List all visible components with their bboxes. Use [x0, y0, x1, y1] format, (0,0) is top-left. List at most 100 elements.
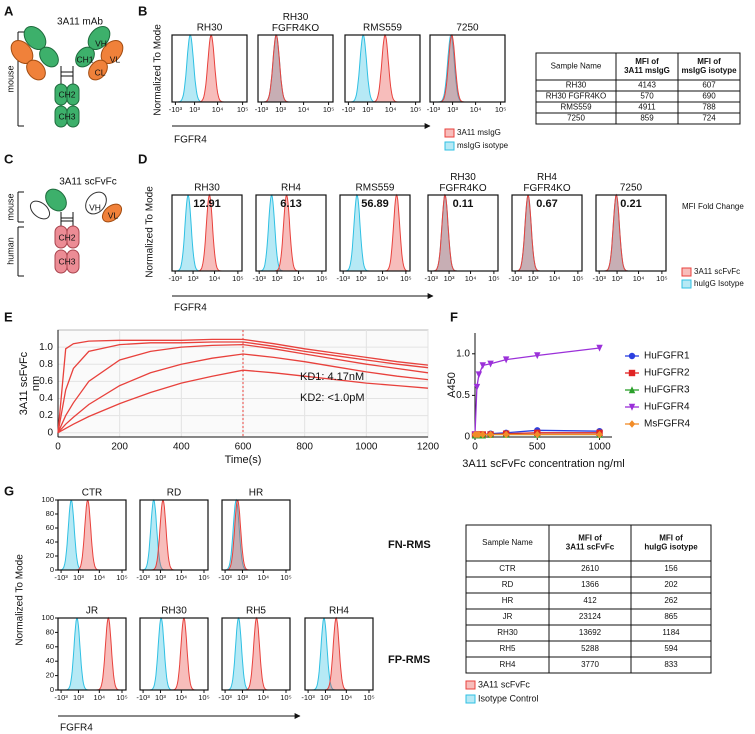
x-tick-label: 10³	[362, 105, 373, 114]
plot-title: 7250	[456, 23, 479, 34]
domain-label: CH3	[58, 256, 75, 266]
table-cell: 724	[702, 114, 716, 123]
marker	[475, 430, 483, 439]
panel-letter: C	[4, 151, 14, 166]
plot-frame	[171, 34, 248, 103]
x-tick-label: -10³	[169, 274, 183, 283]
histogram	[58, 616, 126, 691]
y-tick-label: 0	[50, 685, 54, 694]
x-tick-label: -10³	[253, 274, 267, 283]
x-tick-label: -10³	[301, 693, 315, 702]
x-tick-label: 10⁴	[258, 573, 270, 582]
x-tick-label: 10⁴	[209, 274, 221, 283]
marker	[502, 356, 510, 364]
series-line	[57, 353, 429, 434]
x-tick-label: -10³	[136, 573, 150, 582]
table-cell: 570	[640, 92, 654, 101]
x-tick-label: 10⁵	[410, 105, 421, 114]
y-axis-label: Normalized To Mode	[153, 24, 164, 116]
annotation: KD1: 4.17nM	[300, 371, 364, 383]
marker	[487, 430, 494, 439]
histogram	[430, 33, 505, 103]
x-tick-label: -10³	[255, 105, 269, 114]
domain	[66, 105, 80, 128]
fold-change: 56.89	[361, 198, 389, 210]
x-tick-label: 10³	[189, 105, 200, 114]
scfvfc-diagram: VH VL CH2 CH3 mouse human 3A11 scFvFc	[5, 177, 123, 277]
legend-swatch	[444, 128, 455, 138]
x-tick-label: 10³	[612, 274, 623, 283]
x-tick-label: -10³	[593, 274, 607, 283]
plot-title: RH4	[329, 606, 349, 617]
table-cell: 2610	[581, 564, 599, 573]
annotation: KD2: <1.0pM	[300, 392, 365, 404]
domain-label: CH2	[58, 232, 75, 242]
x-axis-label: FGFR4	[60, 723, 93, 734]
fold-label: MFI Fold Change	[682, 202, 744, 211]
y-tick-label: 100	[41, 613, 54, 622]
x-tick-label: 10³	[528, 274, 539, 283]
y-tick-label: 80	[46, 509, 54, 518]
diagram-title: 3A11 mAb	[57, 17, 103, 28]
plot-frame	[427, 194, 499, 272]
table-cell: 23124	[579, 612, 602, 621]
y-tick-label: 100	[41, 495, 54, 504]
legend-label: 3A11 msIgG	[457, 128, 501, 137]
histogram	[140, 499, 208, 571]
domain-label: VH	[89, 202, 101, 212]
domain	[29, 200, 51, 220]
fold-change: 0.21	[620, 198, 641, 210]
x-tick-label: 10⁵	[280, 693, 291, 702]
table-cell: 13692	[579, 628, 602, 637]
table-cell: HR	[502, 596, 514, 605]
table-cell: 5288	[581, 644, 599, 653]
plot-title: JR	[86, 606, 98, 617]
table-cell: 1184	[662, 628, 680, 637]
domain-label: CH3	[58, 111, 75, 121]
marker	[628, 386, 636, 394]
domain-label: VL	[108, 210, 119, 220]
histogram	[345, 33, 420, 103]
y-axis-label: Normalized To Mode	[145, 186, 156, 278]
x-tick-label: 1000	[355, 442, 378, 453]
x-tick-label: 400	[173, 442, 190, 453]
plot-frame	[139, 617, 209, 691]
x-tick-label: 10³	[237, 573, 248, 582]
legend-swatch	[444, 141, 455, 151]
y-tick-label: 20	[46, 551, 54, 560]
x-tick-label: 0	[472, 442, 478, 453]
x-tick-label: 10³	[275, 105, 286, 114]
y-tick-label: 0.8	[39, 359, 53, 370]
plot-frame	[429, 34, 506, 103]
plot-title: RH4 FGFR4KO	[523, 172, 570, 194]
plot-frame	[171, 194, 243, 272]
plot-frame	[511, 194, 583, 272]
marker	[628, 420, 636, 428]
x-tick-label: 10³	[447, 105, 458, 114]
y-tick-label: 0	[47, 427, 53, 438]
table-cell: RD	[502, 580, 514, 589]
y-tick-label: 0.5	[456, 390, 470, 401]
legend-label: MsFGFR4	[644, 419, 691, 430]
x-tick-label: 10⁵	[280, 573, 291, 582]
table-cell: RH30 FGFR4KO	[546, 92, 606, 101]
x-tick-label: 500	[529, 442, 546, 453]
domain	[66, 249, 80, 274]
plot-frame	[304, 617, 374, 691]
table-cell: RH30	[566, 81, 587, 90]
table-cell: 156	[664, 564, 678, 573]
plot-frame	[344, 34, 421, 103]
panel-letter: B	[138, 3, 147, 18]
x-tick-label: 10⁴	[212, 105, 224, 114]
domain	[39, 46, 59, 68]
x-tick-label: 10⁵	[116, 693, 127, 702]
marker	[475, 371, 483, 379]
legend-swatch	[681, 279, 692, 289]
histogram	[305, 616, 373, 691]
domain	[45, 188, 67, 212]
table-cell: RH5	[499, 644, 516, 653]
table-cell: 594	[664, 644, 678, 653]
legend-label: HuFGFR1	[644, 351, 690, 362]
y-axis-label: A450	[446, 372, 458, 398]
legend-swatch	[465, 680, 476, 690]
